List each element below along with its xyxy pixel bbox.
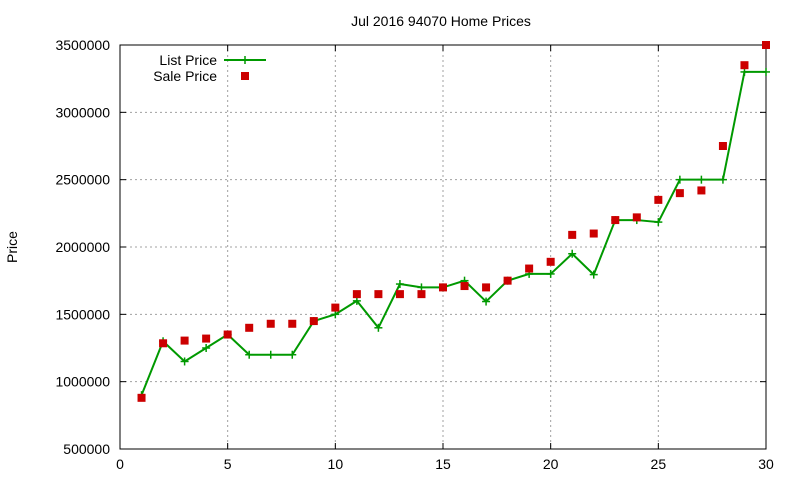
sale-price-point [202,334,211,343]
sale-price-point [374,290,383,299]
sale-price-point [137,393,146,402]
sale-price-point [309,317,318,326]
list-price-point [697,175,706,184]
sale-price-point [439,283,447,292]
list-price-point [546,269,555,278]
sale-price-point [159,339,168,348]
y-tick-label: 2500000 [55,172,110,188]
sale-price-point [288,319,297,328]
sale-price-point [697,186,706,195]
x-tick-label: 0 [116,456,124,472]
ticks: 0 5 10 15 20 25 30 500000 1000000 1500000 2000000 2… [55,37,774,472]
sale-price-point [611,216,620,225]
y-axis-label: Price [4,231,20,263]
sale-price-point [417,290,426,299]
list-price-point [288,350,297,359]
list-price-point [482,297,491,306]
y-tick-label: 3000000 [55,104,110,120]
sale-price-point [180,336,189,345]
series [137,41,770,402]
legend-label: Sale Price [153,68,217,84]
x-tick-label: 10 [328,456,344,472]
sale-price-point [460,282,469,291]
sale-price-point [589,229,598,238]
sale-price-point [718,142,727,150]
sale-price-point [245,323,254,332]
sale-price-point [266,319,275,328]
y-tick-label: 3500000 [55,37,110,53]
grid [120,45,766,449]
sale-price-point [675,189,684,198]
x-tick-label: 20 [543,456,559,472]
list-price-point [417,283,426,292]
legend-swatch-marker [241,72,249,80]
sale-price-point [352,290,361,299]
list-price-point [374,323,383,332]
list-price-point [740,67,749,76]
x-tick-label: 5 [224,456,232,472]
sale-price-point [632,213,641,222]
sale-price-point [482,283,491,292]
sale-price-point [223,330,232,339]
list-price-point [266,350,275,359]
x-tick-label: 30 [758,456,774,472]
list-price-line [140,70,766,396]
list-price-point [395,280,404,289]
list-price-point [331,310,340,319]
sale-price-point [740,61,749,70]
sale-price-point [395,290,404,299]
list-price-point [718,175,727,184]
sale-price-point [654,195,663,204]
sale-price-point [568,230,577,239]
y-tick-label: 1000000 [55,374,110,390]
list-price-point [180,357,189,366]
sale-price-point [525,264,534,273]
legend-label: List Price [159,52,217,68]
sale-price-point [546,257,555,266]
legend-swatch-marker [241,56,249,64]
sale-price-point [331,303,340,312]
sale-price-point [762,41,770,49]
y-tick-label: 2000000 [55,239,110,255]
y-tick-label: 500000 [63,441,110,457]
sale-price-point [503,276,512,285]
x-tick-label: 25 [651,456,667,472]
chart-title: Jul 2016 94070 Home Prices [351,13,531,29]
list-price-point [675,175,684,184]
list-price-point [352,296,361,305]
list-price-point [589,270,598,279]
list-price-point [568,249,577,258]
y-tick-label: 1500000 [55,306,110,322]
list-price-point [762,67,770,76]
list-price-point [245,350,254,359]
list-price-point [654,218,663,227]
list-price-point [202,344,211,352]
x-tick-label: 15 [435,456,451,472]
